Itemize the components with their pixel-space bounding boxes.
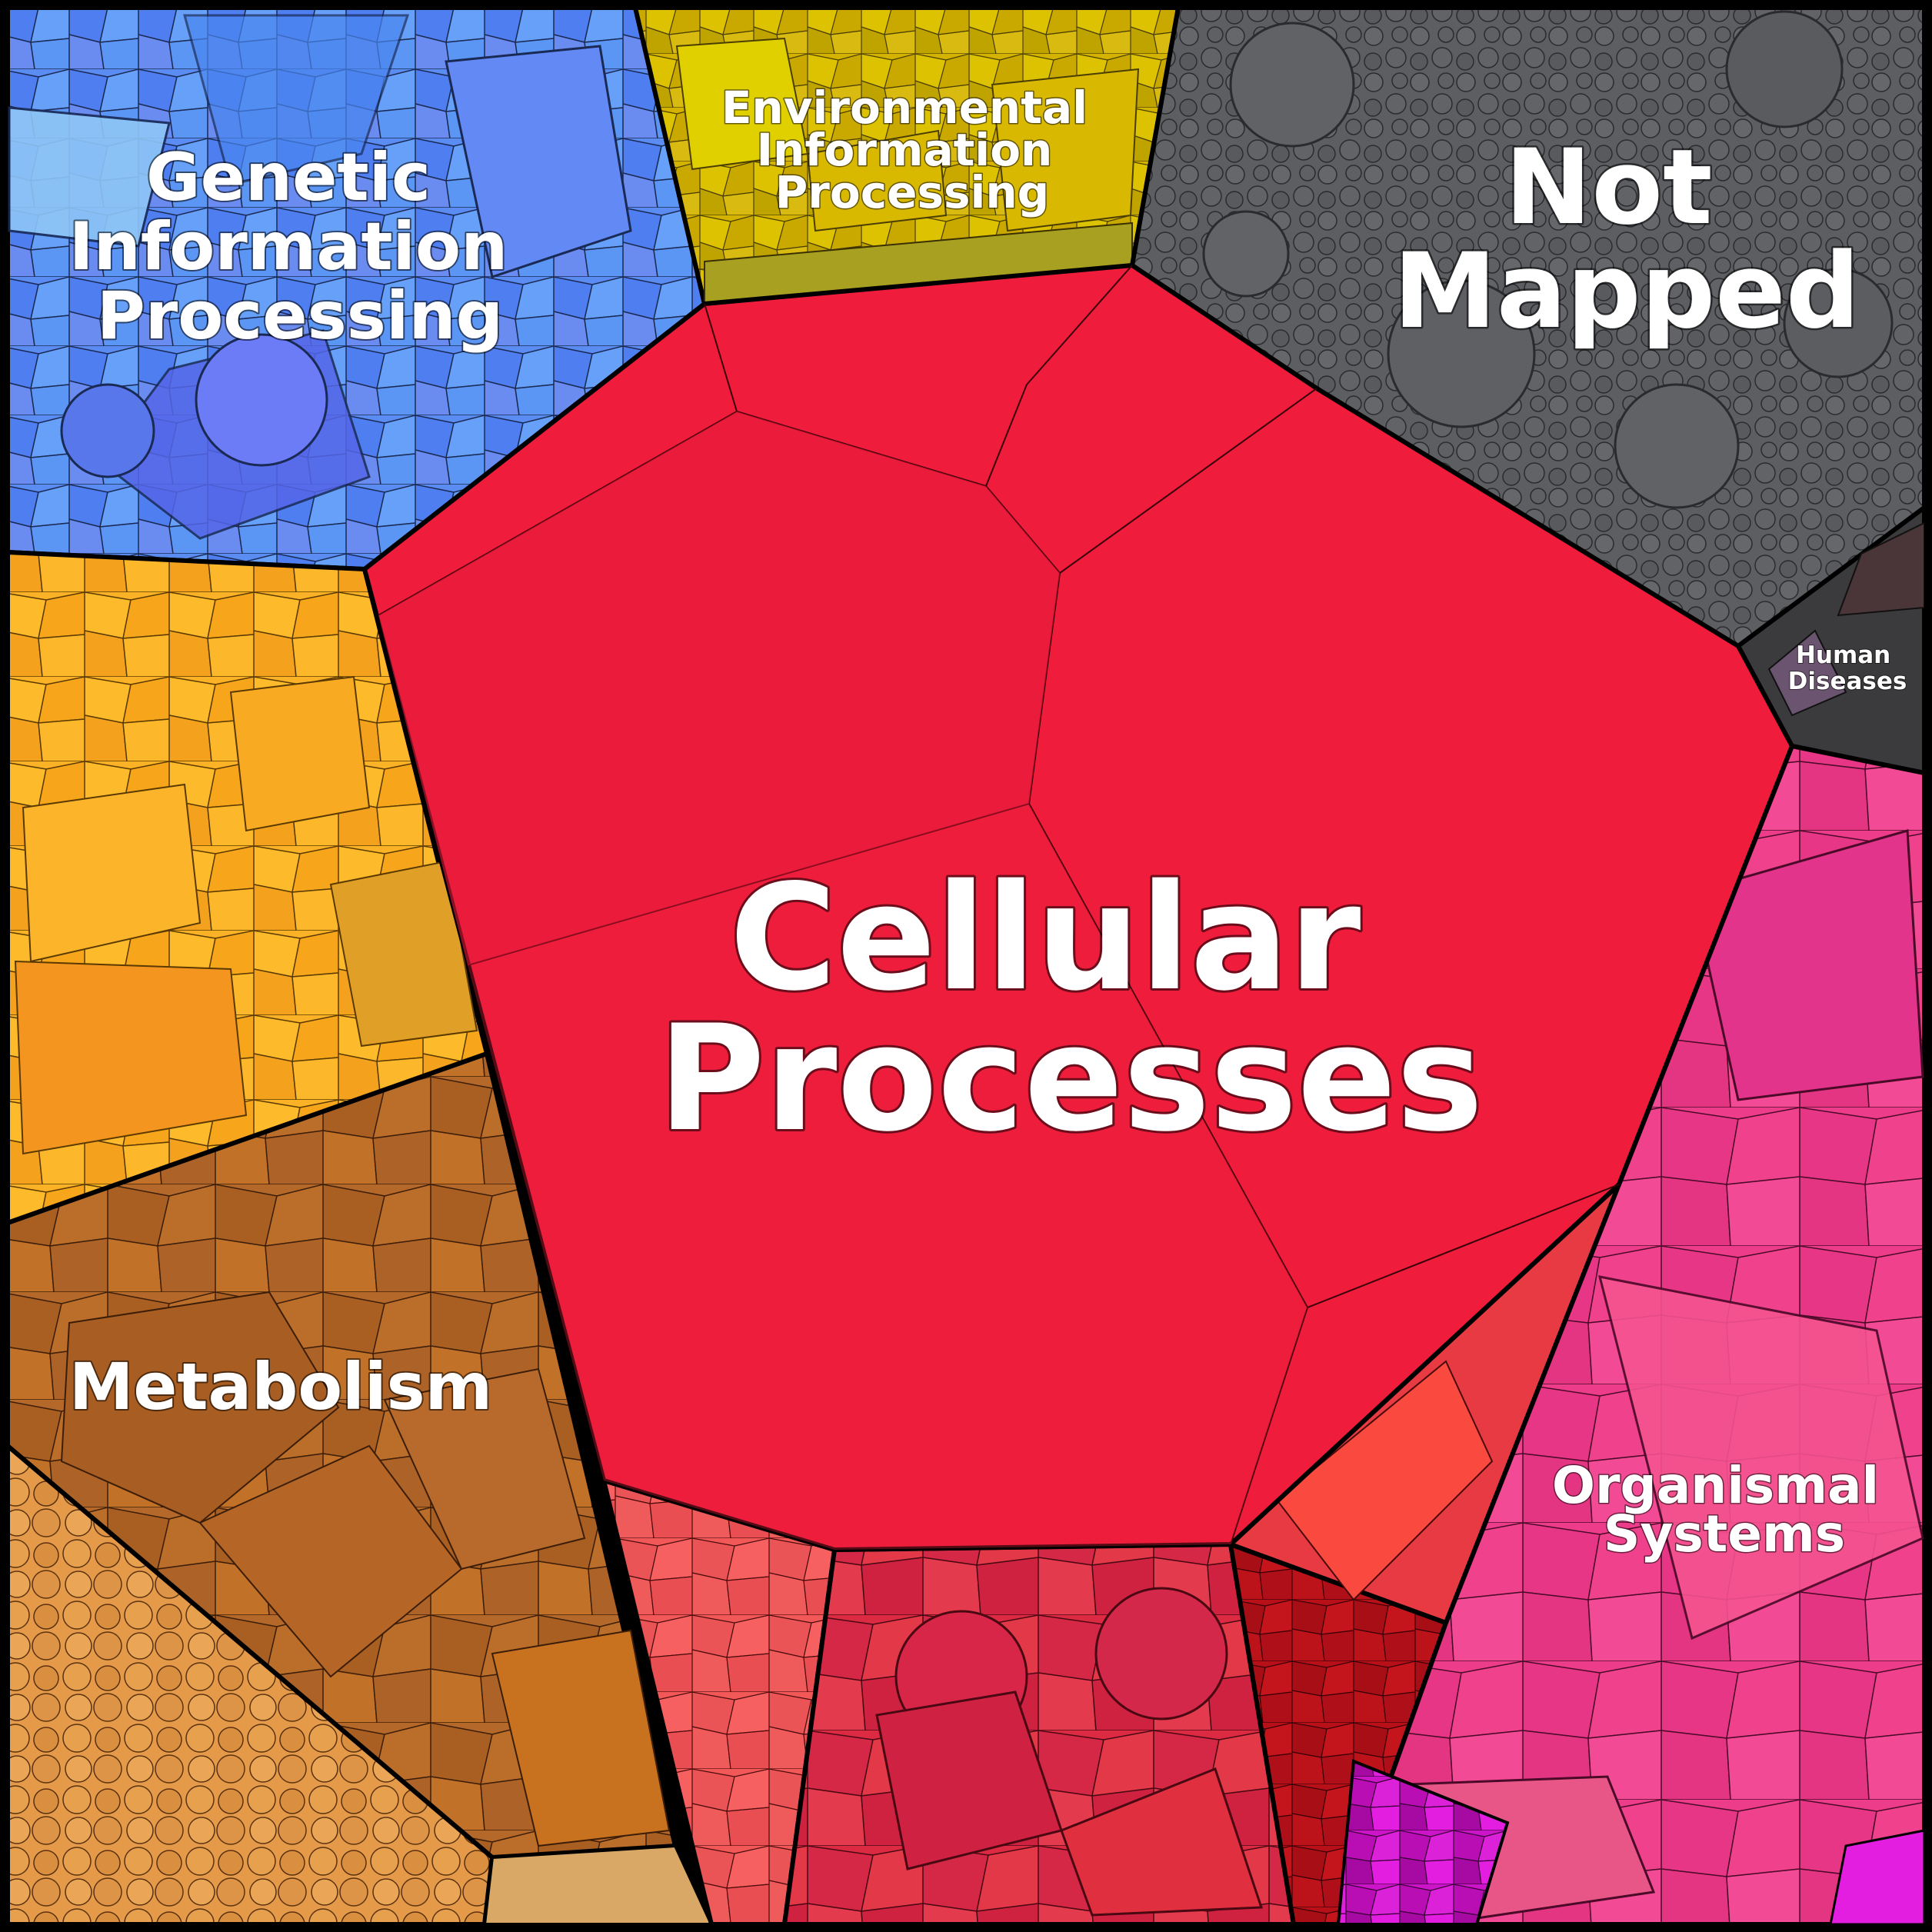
lower-red-region <box>781 1541 1297 1927</box>
human-diseases-label: Human Diseases <box>1788 641 1907 695</box>
genetic-information-processing-label: Genetic Information Processing <box>69 139 531 355</box>
environmental-information-processing-label: Environmental Information Processing <box>721 82 1103 218</box>
cellular-processes-region <box>361 262 1795 1553</box>
not-mapped-region <box>1129 5 1927 649</box>
metabolism-brown-region <box>5 1051 678 1860</box>
not-mapped-label: Not Mapped <box>1394 127 1860 351</box>
cellular-processes-label: Cellular Processes <box>658 853 1483 1164</box>
category-labels: Cellular Processes Not Mapped Genetic In… <box>68 81 1908 1565</box>
metabolism-orange-region <box>5 549 490 1227</box>
organismal-systems-region <box>1334 743 1927 1927</box>
metabolism-label: Metabolism <box>69 1349 492 1424</box>
organismal-systems-label: Organismal Systems <box>1552 1456 1897 1564</box>
human-diseases-region <box>1735 503 1927 776</box>
